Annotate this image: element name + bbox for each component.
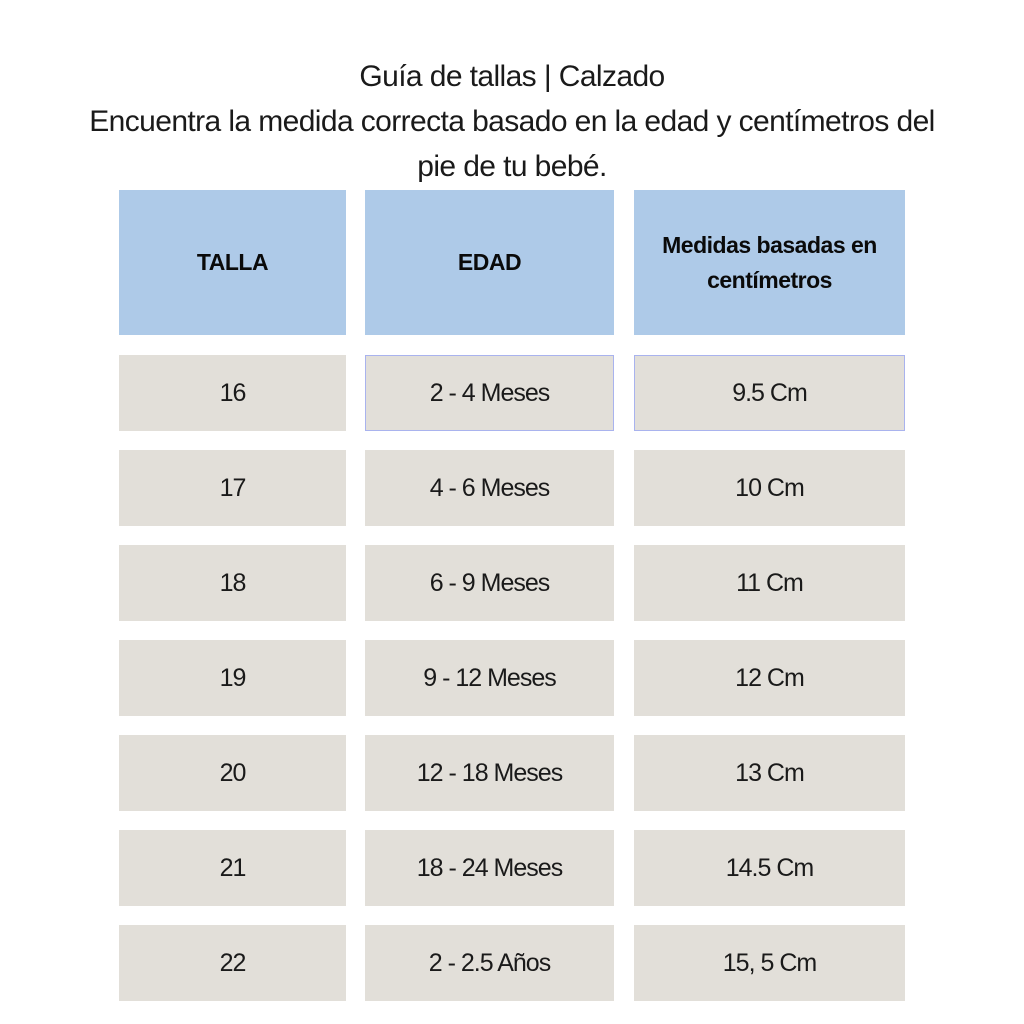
header-edad: EDAD (365, 190, 614, 335)
cell-edad: 9 - 12 Meses (365, 640, 614, 716)
header-medidas: Medidas basadas en centímetros (634, 190, 905, 335)
cell-edad: 6 - 9 Meses (365, 545, 614, 621)
cell-medidas: 14.5 Cm (634, 830, 905, 906)
cell-talla: 20 (119, 735, 346, 811)
title-line-1: Guía de tallas | Calzado (359, 60, 665, 93)
cell-medidas: 9.5 Cm (634, 355, 905, 431)
cell-medidas: 13 Cm (634, 735, 905, 811)
cell-medidas: 12 Cm (634, 640, 905, 716)
cell-medidas: 15, 5 Cm (634, 925, 905, 1001)
cell-medidas: 10 Cm (634, 450, 905, 526)
cell-talla: 18 (119, 545, 346, 621)
cell-talla: 22 (119, 925, 346, 1001)
cell-edad: 2 - 2.5 Años (365, 925, 614, 1001)
cell-talla: 21 (119, 830, 346, 906)
cell-edad: 12 - 18 Meses (365, 735, 614, 811)
cell-talla: 19 (119, 640, 346, 716)
title-line-2: Encuentra la medida correcta basado en l… (89, 105, 935, 138)
cell-edad: 18 - 24 Meses (365, 830, 614, 906)
cell-edad: 4 - 6 Meses (365, 450, 614, 526)
cell-medidas: 11 Cm (634, 545, 905, 621)
cell-talla: 17 (119, 450, 346, 526)
title-line-3: pie de tu bebé. (417, 150, 607, 183)
cell-talla: 16 (119, 355, 346, 431)
cell-edad: 2 - 4 Meses (365, 355, 614, 431)
header-talla: TALLA (119, 190, 346, 335)
